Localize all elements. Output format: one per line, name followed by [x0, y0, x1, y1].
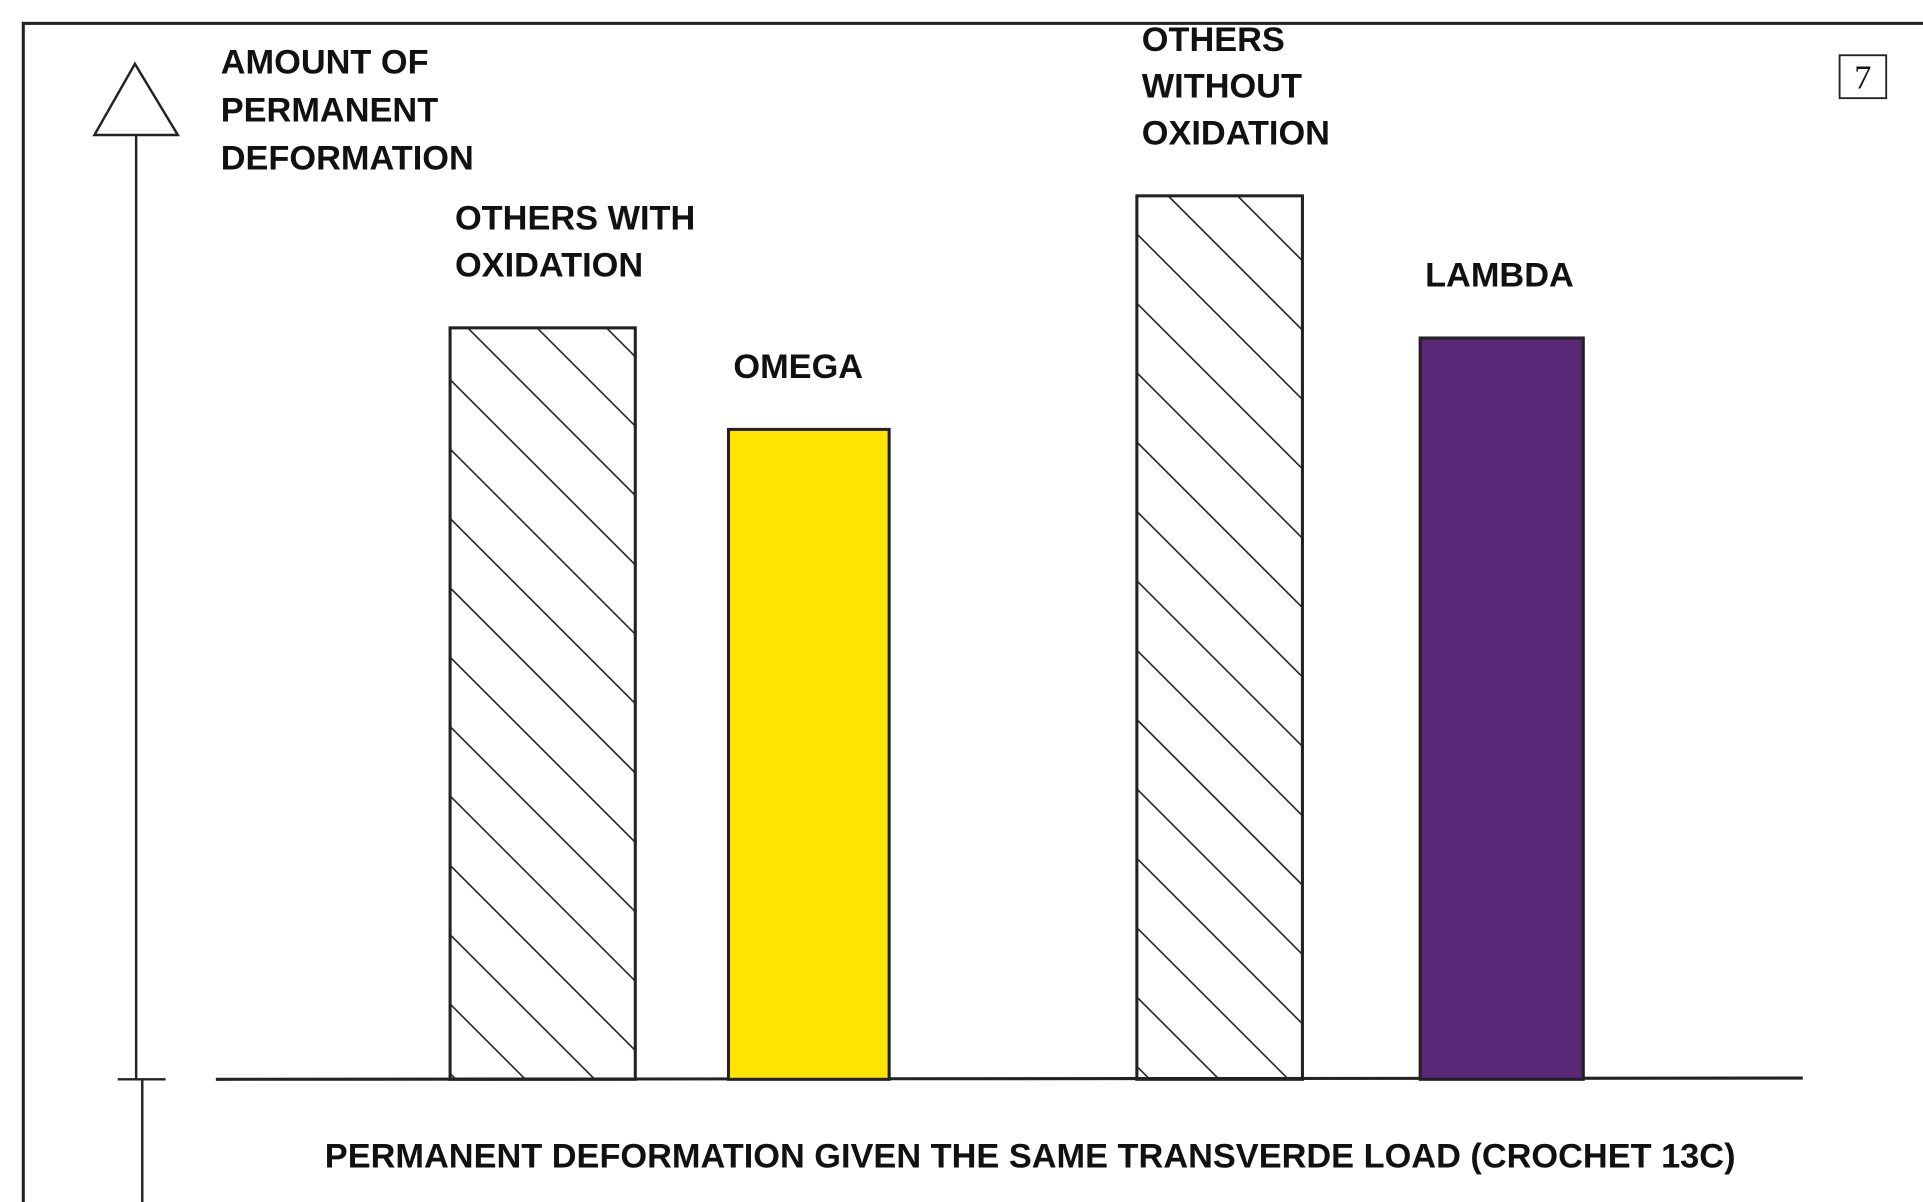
y-axis-label: PERMANENT	[221, 91, 438, 129]
y-axis-label: AMOUNT OF	[221, 44, 429, 82]
bar-label: OTHERS WITH	[455, 200, 695, 238]
bar	[448, 326, 637, 1081]
bar-label: OXIDATION	[455, 246, 643, 284]
bar	[1418, 336, 1585, 1081]
bar-label: OTHERS	[1142, 21, 1285, 59]
y-axis-arrow	[92, 61, 181, 137]
bar-label: WITHOUT	[1142, 68, 1302, 106]
bar-label: OXIDATION	[1142, 114, 1330, 152]
bar-label: OMEGA	[733, 348, 863, 386]
page-box	[1838, 54, 1888, 100]
frame	[21, 21, 1923, 1202]
bar	[1135, 194, 1304, 1081]
x-axis-label: PERMANENT DEFORMATION GIVEN THE SAME TRA…	[325, 1138, 1736, 1176]
y-axis-label: DEFORMATION	[221, 139, 474, 177]
bar	[726, 427, 891, 1081]
page-number: 7	[1854, 58, 1871, 96]
bar-label: LAMBDA	[1425, 257, 1574, 295]
